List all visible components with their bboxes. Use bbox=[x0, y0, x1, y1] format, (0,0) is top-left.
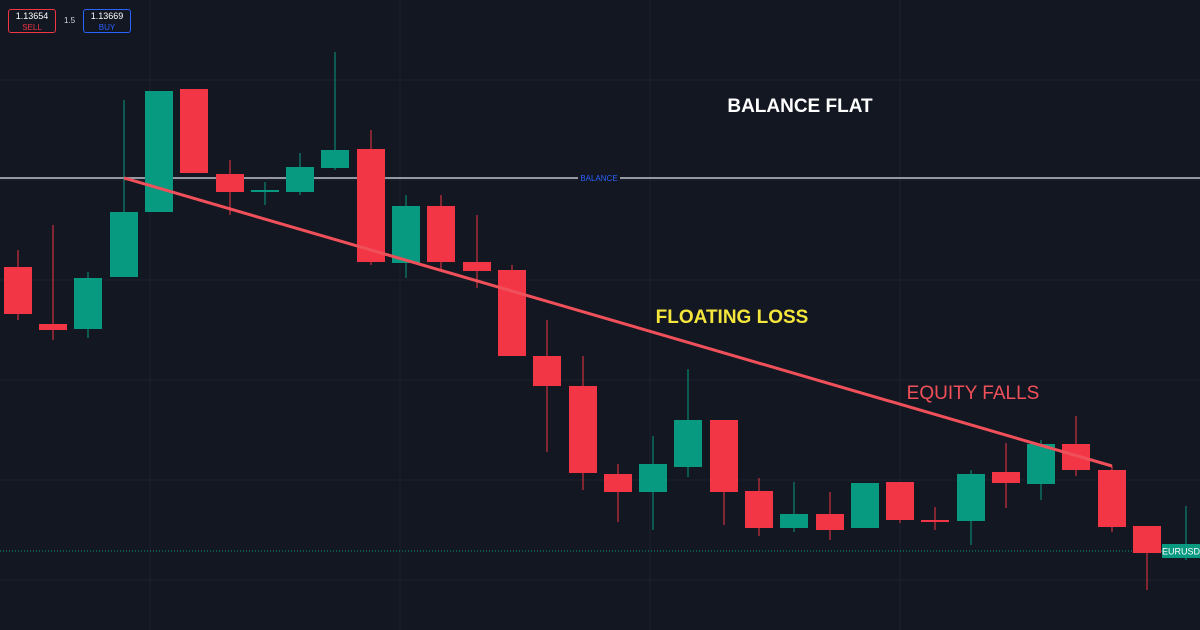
candle-body bbox=[1098, 470, 1126, 527]
candle-body bbox=[216, 174, 244, 192]
candle-body bbox=[427, 206, 455, 262]
candle-body bbox=[251, 190, 279, 192]
buy-label: BUY bbox=[98, 23, 116, 32]
candle-body bbox=[4, 267, 32, 314]
candle-body bbox=[357, 149, 385, 262]
symbol-tag: EURUSD bbox=[1162, 546, 1200, 556]
candle-body bbox=[321, 150, 349, 168]
buy-button[interactable]: 1.13669 BUY bbox=[83, 9, 131, 33]
candle-body bbox=[992, 472, 1020, 483]
annotation: EQUITY FALLS bbox=[907, 383, 1040, 404]
candle-body bbox=[498, 270, 526, 356]
candle-body bbox=[392, 206, 420, 263]
candle-body bbox=[463, 262, 491, 271]
sell-button[interactable]: 1.13654 SELL bbox=[8, 9, 56, 33]
candle-body bbox=[886, 482, 914, 520]
candle-body bbox=[533, 356, 561, 386]
equity-line bbox=[123, 176, 1113, 468]
candle-body bbox=[816, 514, 844, 530]
candle-body bbox=[1133, 526, 1161, 553]
candle-body bbox=[921, 520, 949, 522]
candle-body bbox=[569, 386, 597, 473]
candle-body bbox=[780, 514, 808, 528]
candle-body bbox=[1027, 444, 1055, 484]
spread: 1.5 bbox=[64, 16, 76, 25]
candle-body bbox=[286, 167, 314, 192]
annotation: BALANCE FLAT bbox=[727, 96, 873, 117]
candle-body bbox=[145, 91, 173, 212]
candles bbox=[4, 52, 1200, 590]
candle-body bbox=[74, 278, 102, 329]
annotation: FLOATING LOSS bbox=[656, 307, 809, 328]
symbol-tag-bg bbox=[1162, 544, 1200, 558]
balance-tag: BALANCE bbox=[580, 174, 617, 183]
candle-body bbox=[39, 324, 67, 330]
sell-price: 1.13654 bbox=[15, 11, 49, 21]
candle-body bbox=[110, 212, 138, 277]
candle-body bbox=[710, 420, 738, 492]
buy-price: 1.13669 bbox=[90, 11, 124, 21]
candle-body bbox=[639, 464, 667, 492]
candle-body bbox=[957, 474, 985, 521]
balance-tag-bg bbox=[578, 172, 620, 184]
candle-body bbox=[604, 474, 632, 492]
candle-body bbox=[674, 420, 702, 467]
candle-body bbox=[851, 483, 879, 528]
sell-label: SELL bbox=[22, 23, 42, 32]
candle-body bbox=[180, 89, 208, 173]
candle-body bbox=[745, 491, 773, 528]
